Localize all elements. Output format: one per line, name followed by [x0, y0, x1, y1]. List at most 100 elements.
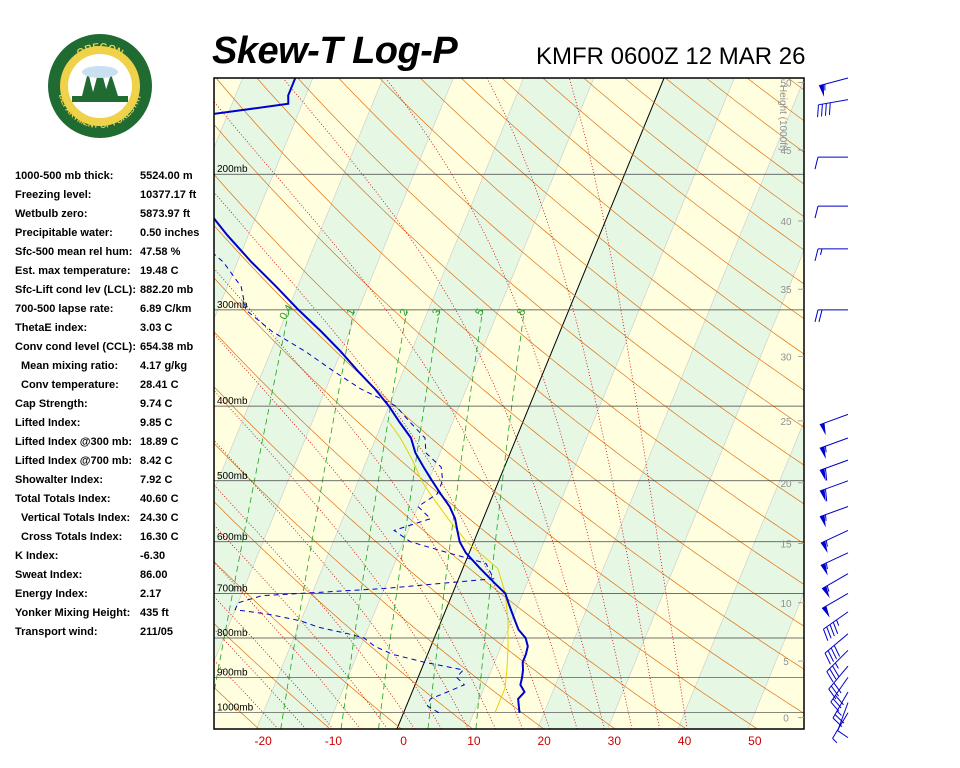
index-row: Sfc-Lift cond lev (LCL): 882.20 mb [15, 284, 215, 303]
wind-barb-staff [830, 677, 849, 703]
wind-barb-staff [819, 459, 849, 471]
mixing-ratio-line [280, 309, 355, 729]
isotherm-band [0, 78, 32, 729]
wind-barb-half [826, 585, 830, 592]
index-row: Est. max temperature: 19.48 C [15, 265, 215, 284]
wind-barb-staff [818, 77, 849, 87]
wind-barb-full [832, 622, 839, 634]
index-label: Mean mixing ratio: [21, 360, 119, 372]
wind-barb-full [821, 104, 823, 117]
wind-barb [837, 702, 849, 739]
isotherm-line [214, 78, 454, 663]
height-tick-label: 30 [780, 353, 792, 364]
wind-barb-full [832, 698, 842, 709]
wind-barb-flag [822, 605, 830, 618]
wind-barb [820, 529, 849, 554]
wind-barb-full [824, 103, 827, 116]
height-tick-label: 25 [780, 417, 792, 428]
isotherm-line [537, 78, 804, 729]
index-value: 5524.00 m [140, 170, 193, 182]
index-label: Freezing level: [15, 189, 92, 201]
index-label: Vertical Totals Index: [21, 512, 131, 524]
wind-barb-full [832, 717, 843, 727]
stability-indices-table: 1000-500 mb thick: 5524.00 m Freezing leve… [15, 170, 215, 645]
index-row: Conv temperature: 28.41 C [15, 379, 215, 398]
wind-barb-half [836, 619, 840, 626]
wind-barb-full [827, 650, 834, 662]
wind-barb-staff [828, 665, 849, 690]
plot-frame [213, 77, 805, 730]
wind-barb-staff [820, 529, 849, 544]
dry-adiabat [0, 78, 45, 729]
wind-barb-flag [819, 84, 825, 97]
wind-barb-half [824, 446, 827, 453]
x-tick-label: -20 [254, 734, 272, 748]
index-value: 7.92 C [140, 474, 173, 486]
isotherm-line [677, 420, 804, 729]
wind-barb [832, 691, 849, 727]
wind-barb [821, 573, 849, 599]
height-axis-label: Height (1000ft) [777, 85, 788, 151]
wind-barb [828, 665, 849, 700]
pressure-label: 500mb [217, 471, 248, 482]
wind-barb [814, 248, 848, 262]
zero-isotherm [396, 78, 665, 729]
wind-barb-full [826, 626, 832, 639]
mixing-ratio-label: 8 [515, 307, 528, 318]
index-value: 19.48 C [140, 265, 179, 277]
index-row: Conv cond level (CCL): 654.38 mb [15, 341, 215, 360]
mixing-ratio-label: 1 [345, 307, 358, 318]
isotherm-line [0, 78, 32, 729]
index-row: Total Totals Index: 40.60 C [15, 493, 215, 512]
wind-barb-staff [819, 413, 849, 426]
wind-barb-flag [819, 468, 826, 481]
dry-adiabat [829, 78, 960, 729]
index-label: Sfc-Lift cond lev (LCL): [15, 284, 136, 296]
oregon-forestry-logo: OREGON DEPARTMENT OF FORESTRY [48, 34, 152, 138]
index-row: Energy Index: 2.17 [15, 588, 215, 607]
wind-barb-full [829, 624, 835, 637]
mixing-ratio-line [340, 309, 408, 729]
mixing-ratio-label: 2 [398, 307, 411, 318]
isotherm-band [818, 78, 960, 729]
index-value: 9.74 C [140, 398, 173, 410]
wind-barb [814, 156, 848, 170]
index-label: 700-500 lapse rate: [15, 303, 114, 315]
wind-barb-full [824, 488, 828, 502]
height-tick-label: 0 [783, 714, 789, 725]
index-value: 211/05 [140, 626, 174, 638]
wind-barb-half [824, 514, 827, 521]
index-value: 16.30 C [140, 531, 179, 543]
wind-barb-full [824, 468, 828, 481]
wind-barb-staff [819, 480, 849, 492]
wind-barb-full [837, 730, 849, 739]
height-tick-label: 50 [780, 78, 792, 89]
index-value: -6.30 [140, 550, 166, 562]
wind-barb [819, 459, 849, 481]
wind-barb-full [835, 695, 844, 706]
index-label: Wetbulb zero: [15, 208, 88, 220]
wind-barb-flag [822, 586, 830, 599]
index-label: Lifted Index @700 mb: [15, 455, 133, 467]
height-tick-label: 20 [780, 479, 792, 490]
mixing-ratio-line [214, 309, 290, 695]
wind-barb-flag [819, 489, 826, 502]
wind-barb-full [834, 714, 845, 724]
wind-barb-staff [818, 99, 849, 106]
index-value: 86.00 [140, 569, 168, 581]
x-tick-label: 0 [400, 734, 407, 748]
index-row: Sweat Index: 86.00 [15, 569, 215, 588]
x-tick-label: 20 [537, 734, 551, 748]
isotherm-line [214, 78, 243, 149]
dry-adiabat [0, 78, 188, 729]
wind-barb [814, 309, 848, 323]
wind-barb-full [817, 104, 819, 118]
svg-text:OREGON: OREGON [75, 42, 125, 59]
wind-barb-full [830, 647, 838, 660]
wind-barb [819, 480, 849, 502]
index-value: 882.20 mb [140, 284, 194, 296]
index-row: Wetbulb zero: 5873.97 ft [15, 208, 215, 227]
wind-barb-half [832, 738, 838, 744]
pressure-label: 700mb [217, 583, 248, 594]
index-label: Est. max temperature: [15, 265, 131, 277]
